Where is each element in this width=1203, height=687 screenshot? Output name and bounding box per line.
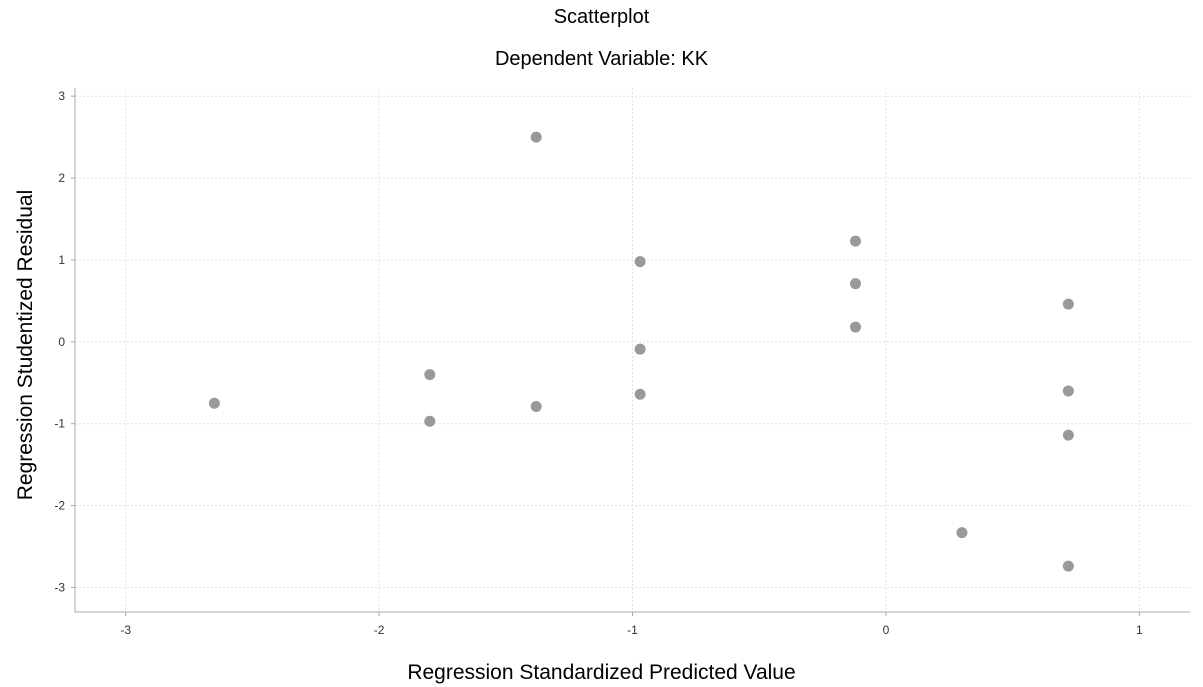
data-point bbox=[1062, 298, 1074, 310]
data-point bbox=[1062, 560, 1074, 572]
data-point bbox=[634, 388, 646, 400]
data-point bbox=[530, 400, 542, 412]
data-points bbox=[208, 131, 1074, 572]
data-point bbox=[956, 527, 968, 539]
data-point bbox=[208, 397, 220, 409]
data-point bbox=[424, 369, 436, 381]
y-tick-label: -2 bbox=[54, 499, 65, 513]
data-point bbox=[1062, 429, 1074, 441]
chart-title: Scatterplot bbox=[553, 6, 650, 28]
data-point bbox=[850, 321, 861, 333]
data-point bbox=[424, 415, 436, 427]
y-tick-label: 0 bbox=[58, 335, 65, 349]
data-point bbox=[1062, 385, 1074, 397]
data-point bbox=[530, 131, 542, 143]
x-ticks: -3 -2 -1 0 1 bbox=[120, 612, 1143, 637]
data-point bbox=[850, 235, 861, 247]
y-tick-label: 1 bbox=[58, 253, 65, 267]
x-tick-label: -1 bbox=[627, 623, 638, 637]
y-tick-label: -1 bbox=[54, 417, 65, 431]
data-point bbox=[634, 256, 646, 268]
x-tick-label: -3 bbox=[120, 623, 131, 637]
data-point bbox=[850, 278, 861, 290]
y-tick-label: 3 bbox=[58, 89, 65, 103]
chart-subtitle: Dependent Variable: KK bbox=[494, 48, 709, 70]
x-tick-label: 0 bbox=[883, 623, 890, 637]
grid-lines bbox=[75, 88, 1190, 612]
y-tick-label: -3 bbox=[54, 580, 65, 594]
x-tick-label: 1 bbox=[1136, 623, 1143, 637]
y-tick-label: 2 bbox=[58, 171, 65, 185]
x-tick-label: -2 bbox=[374, 623, 385, 637]
data-point bbox=[634, 343, 646, 355]
y-ticks: -3 -2 -1 0 1 2 3 bbox=[54, 89, 75, 594]
x-axis-label: Regression Standardized Predicted Value bbox=[407, 661, 796, 684]
